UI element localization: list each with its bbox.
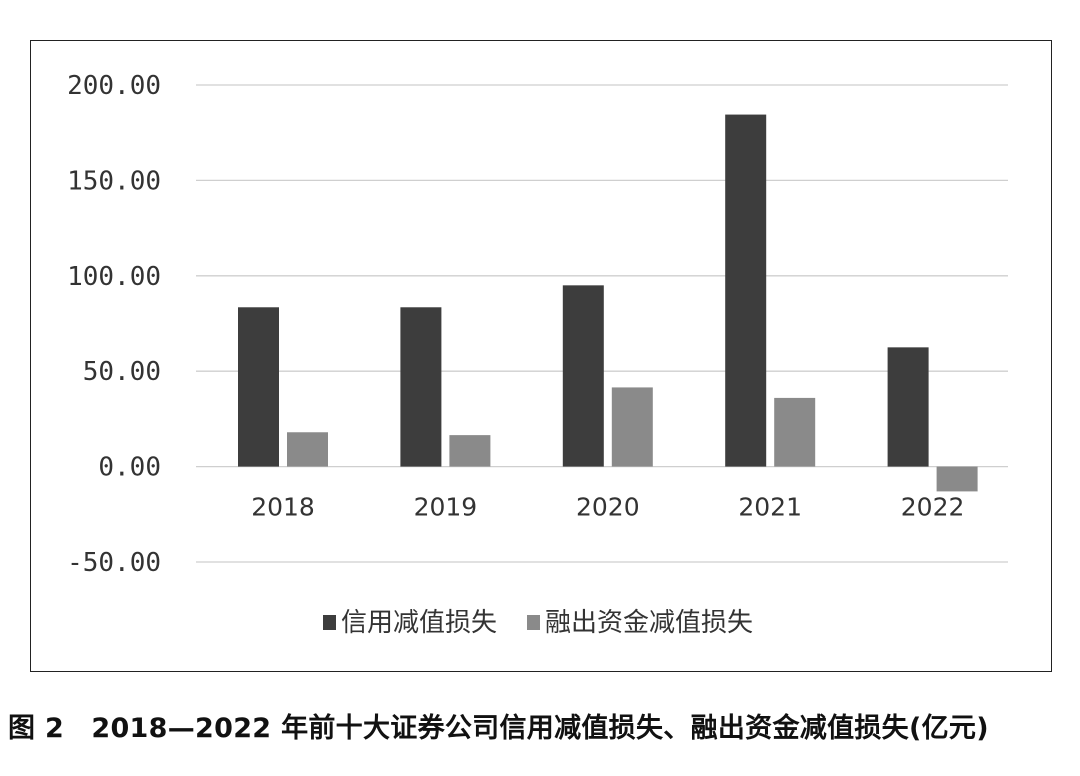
y-tick-label: 50.00 [83,357,161,387]
grid-layer [196,84,1008,563]
bar-2019-series-2 [449,435,491,467]
figure-caption: 图 2 2018—2022 年前十大证券公司信用减值损失、融出资金减值损失(亿元… [8,713,989,744]
x-category-label: 2020 [576,493,640,522]
legend-swatch [323,615,336,630]
y-axis-ticks: 200.00 150.00 100.00 50.00 0.00 -50.00 [67,71,161,578]
legend-label: 信用减值损失 [341,608,497,638]
x-category-label: 2021 [738,493,802,522]
y-tick-label: 200.00 [67,71,161,101]
bar-2019-series-1 [400,307,442,467]
y-tick-label: 0.00 [98,453,161,483]
x-axis-categories: 2018 2019 2020 2021 2022 [251,493,964,522]
bar-2021-series-2 [774,397,816,467]
bar-2022-series-1 [887,347,929,467]
y-tick-label: 100.00 [67,262,161,292]
x-category-label: 2019 [414,493,478,522]
bar-2022-series-2 [936,466,978,492]
bar-2021-series-1 [725,114,767,467]
legend-label: 融出资金减值损失 [545,608,753,638]
bar-2020-series-2 [611,387,653,467]
x-category-label: 2018 [251,493,315,522]
bars [238,114,978,492]
bar-2018-series-1 [238,307,279,467]
x-category-label: 2022 [901,493,965,522]
bar-2020-series-1 [562,285,604,467]
chart-frame: 200.00 150.00 100.00 50.00 0.00 -50.00 2018 20… [30,40,1052,672]
legend: 信用减值损失 融出资金减值损失 [323,608,753,638]
legend-swatch [527,615,540,630]
bar-2018-series-2 [287,432,328,467]
y-tick-label: 150.00 [67,166,161,196]
y-tick-label: -50.00 [67,548,161,578]
